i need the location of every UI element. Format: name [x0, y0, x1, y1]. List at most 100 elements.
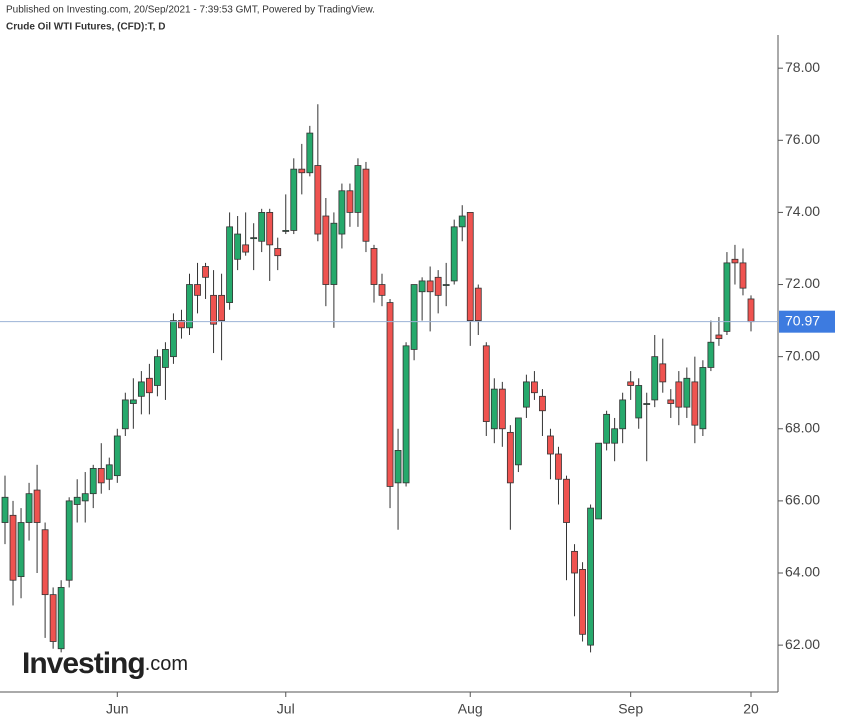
- y-tick-label: 72.00: [785, 275, 820, 291]
- candle-body: [250, 237, 258, 240]
- candle-body: [25, 493, 33, 523]
- candle-body: [282, 230, 290, 232]
- candle-body: [314, 165, 322, 235]
- candle-body: [587, 507, 594, 646]
- candle-body: [627, 381, 635, 386]
- candle-body: [105, 464, 113, 480]
- candle-body: [1, 496, 9, 523]
- candle-body: [17, 522, 25, 578]
- candle-body: [362, 168, 370, 242]
- candle-body: [89, 468, 97, 495]
- candle-body: [306, 132, 314, 174]
- candle-body: [707, 341, 715, 368]
- candle-body: [482, 345, 490, 422]
- candle-body: [611, 428, 619, 444]
- candle-body: [490, 388, 498, 430]
- candle-body: [691, 381, 699, 426]
- last-price-label: 70.97: [785, 312, 820, 328]
- candle-body: [81, 493, 89, 502]
- candle-body: [154, 356, 161, 386]
- y-tick-label: 78.00: [785, 59, 820, 75]
- y-tick-label: 64.00: [785, 564, 820, 580]
- candle-body: [434, 276, 442, 296]
- candle-body: [370, 248, 378, 285]
- candle-body: [723, 262, 731, 332]
- candle-body: [290, 168, 298, 231]
- candle-body: [418, 280, 426, 293]
- candle-body: [162, 349, 169, 368]
- candle-body: [731, 258, 739, 264]
- candle-body: [137, 381, 145, 397]
- candle-body: [41, 529, 49, 596]
- candle-body: [49, 594, 57, 642]
- y-tick-label: 68.00: [785, 419, 820, 435]
- candle-body: [394, 450, 402, 484]
- candle-body: [715, 334, 723, 340]
- candle-body: [506, 431, 514, 484]
- y-tick-label: 74.00: [785, 203, 820, 219]
- x-tick-label: 20: [743, 701, 759, 717]
- y-tick-label: 76.00: [785, 131, 820, 147]
- candle-body: [234, 233, 242, 260]
- candle-body: [555, 453, 562, 480]
- candle-body: [571, 550, 578, 574]
- candle-body: [474, 287, 482, 321]
- y-tick-label: 66.00: [785, 492, 820, 508]
- candle-body: [322, 215, 330, 285]
- candle-body: [266, 212, 274, 246]
- candle-body: [498, 388, 506, 430]
- candle-body: [442, 284, 450, 286]
- candle-body: [97, 468, 105, 484]
- candle-body: [659, 363, 667, 383]
- candle-body: [186, 284, 193, 329]
- candle-body: [450, 226, 458, 282]
- candle-body: [667, 399, 675, 404]
- candle-body: [603, 413, 611, 444]
- y-tick-label: 70.00: [785, 347, 820, 363]
- candle-body: [683, 377, 691, 408]
- candle-body: [145, 377, 153, 394]
- candle-body: [402, 345, 410, 484]
- candle-body: [354, 165, 362, 213]
- logo-text: Investing: [22, 647, 145, 680]
- candle-body: [65, 500, 73, 581]
- candle-body: [747, 298, 755, 323]
- candle-body: [73, 496, 81, 505]
- candle-body: [514, 417, 522, 466]
- candle-body: [699, 367, 707, 430]
- candle-body: [57, 587, 65, 650]
- candle-body: [458, 215, 466, 228]
- candle-body: [338, 190, 346, 235]
- candle-body: [635, 385, 643, 419]
- candle-body: [129, 399, 137, 404]
- candle-body: [202, 266, 209, 278]
- candles: [1, 104, 755, 653]
- candle-body: [466, 212, 474, 321]
- candle-body: [194, 284, 201, 296]
- candle-body: [274, 248, 282, 257]
- candle-body: [226, 226, 234, 303]
- candle-body: [386, 302, 394, 487]
- candle-body: [346, 190, 354, 213]
- candle-body: [619, 399, 627, 430]
- candle-body: [739, 262, 747, 289]
- logo: Investing.com: [22, 647, 188, 680]
- candle-body: [579, 568, 586, 635]
- candle-body: [121, 399, 129, 430]
- candle-body: [410, 284, 418, 350]
- candle-body: [643, 403, 651, 405]
- candle-body: [595, 442, 602, 520]
- candle-body: [531, 381, 538, 394]
- logo-suffix: .com: [145, 653, 188, 675]
- candle-body: [539, 395, 546, 412]
- last-price-box: [779, 310, 835, 333]
- candle-body: [651, 356, 659, 401]
- candle-body: [675, 381, 683, 408]
- candle-body: [33, 489, 41, 523]
- chart-subtitle: Published on Investing.com, 20/Sep/2021 …: [6, 5, 375, 16]
- candle-body: [378, 284, 386, 296]
- candle-body: [170, 320, 177, 358]
- candle-body: [210, 294, 217, 325]
